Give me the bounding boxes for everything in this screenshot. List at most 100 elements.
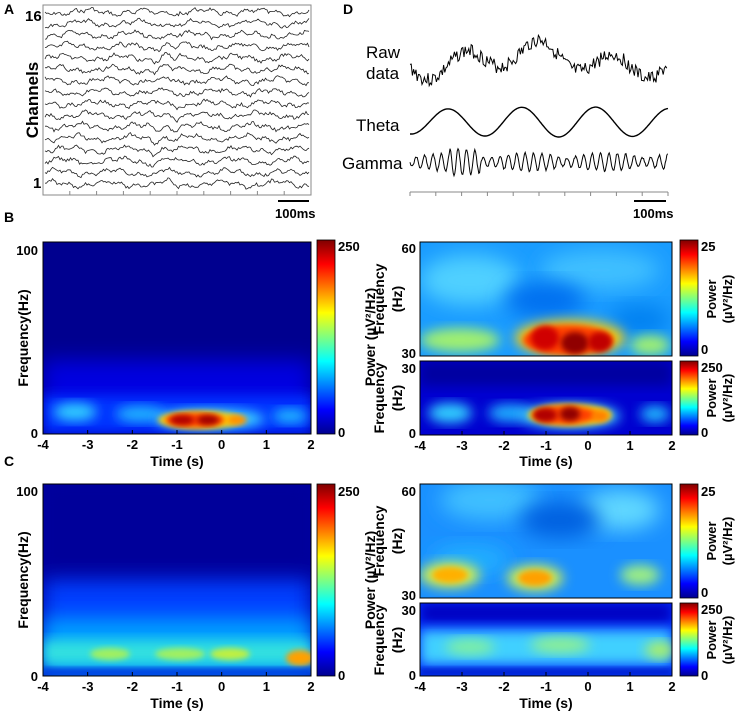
b-low-cbar-max: 250 (701, 360, 723, 375)
b-low-colorbar (679, 360, 699, 436)
channel-bottom-label: 1 (33, 175, 41, 192)
c-full-freq-label: Frequency(Hz) (15, 531, 31, 628)
b-high-power-line1: Power (704, 279, 719, 318)
b-high-freq-label-2: (Hz) (389, 286, 405, 312)
eeg-channel-1 (44, 177, 310, 190)
c-high-cbar-min: 0 (701, 585, 708, 600)
raw-data-trace (409, 33, 668, 88)
c-low-cbar-max: 250 (701, 602, 723, 617)
eeg-channel-9 (44, 87, 310, 98)
c-left-time-tick-label: 1 (263, 679, 270, 694)
b-low-freq-spectrogram (420, 361, 672, 435)
c-low-power-line1: Power (704, 620, 719, 659)
b-right-time-tick-label: -2 (498, 438, 510, 453)
c-low-cbar-min: 0 (701, 668, 708, 683)
c-left-time-label: Time (s) (150, 695, 203, 711)
panel-d-time-axis (409, 191, 669, 196)
b-high-freq-spectrogram (420, 242, 672, 356)
raw-label-line1: Raw (366, 43, 401, 62)
c-high-colorbar (679, 483, 699, 599)
theta-trace (410, 106, 669, 138)
panel-letter-a: A (4, 1, 14, 17)
b-right-time-tick-label: -1 (540, 438, 552, 453)
eeg-channel-11 (44, 63, 310, 76)
b-left-time-tick-label: 0 (218, 437, 225, 452)
b-right-time-tick-label: 2 (668, 438, 675, 453)
eeg-channel-12 (44, 52, 310, 65)
b-right-time-label: Time (s) (519, 453, 572, 469)
b-low-power-line1: Power (704, 378, 719, 417)
theta-label: Theta (356, 116, 400, 135)
b-left-time-label: Time (s) (150, 453, 203, 469)
b-left-time-tick-label: -3 (82, 437, 94, 452)
c-low-freq-max: 30 (402, 603, 416, 618)
c-high-power-line2: (µV²/Hz) (720, 517, 735, 566)
b-full-power-label: Power (µV²/Hz) (362, 288, 378, 386)
b-left-time-tick-label: 1 (263, 437, 270, 452)
b-high-freq-max: 60 (402, 241, 416, 256)
c-high-freq-label-2: (Hz) (389, 528, 405, 554)
c-left-time-tick-label: 0 (218, 679, 225, 694)
c-right-time-tick-label: -3 (456, 679, 468, 694)
b-high-freq-min: 30 (402, 346, 416, 361)
eeg-channel-13 (44, 40, 310, 53)
panel-d-scalebar-label: 100ms (633, 206, 673, 221)
c-high-freq-axes-box (419, 483, 673, 599)
b-left-time-tick-label: 2 (307, 437, 314, 452)
eeg-channel-8 (44, 98, 310, 111)
c-left-time-tick-label: -4 (37, 679, 49, 694)
b-low-cbar-min: 0 (701, 425, 708, 440)
c-high-freq-max: 60 (402, 484, 416, 499)
c-low-freq-label-2: (Hz) (389, 627, 405, 653)
c-right-time-tick-label: 1 (626, 679, 633, 694)
b-full-spectrogram (43, 242, 311, 434)
c-right-time-tick-label: -4 (414, 679, 426, 694)
c-right-time-tick-label: 2 (668, 679, 675, 694)
c-right-time-tick-label: -1 (540, 679, 552, 694)
time-axes: -4 -3 -2 -1 0 1 2 -4 -3 -2 -1 0 1 2 -4 -3 -2 -1 0 1 2 -4 -3 -2 -… (37, 430, 676, 694)
b-full-cbar-max: 250 (338, 239, 360, 254)
c-right-time-label: Time (s) (519, 695, 572, 711)
b-left-time-tick-label: -1 (171, 437, 183, 452)
b-full-colorbar (316, 239, 336, 435)
b-left-time-tick-label: -2 (127, 437, 139, 452)
c-left-time-tick-label: -3 (82, 679, 94, 694)
raw-label-line2: data (366, 64, 400, 83)
panel-letter-d: D (343, 1, 353, 17)
eeg-channel-traces (42, 7, 312, 195)
eeg-channel-2 (44, 166, 310, 179)
b-high-cbar-min: 0 (701, 342, 708, 357)
b-low-power-line2: (µV²/Hz) (720, 374, 735, 423)
c-full-spectrogram (43, 484, 311, 676)
c-full-cbar-max: 250 (338, 484, 360, 499)
eeg-channel-16 (44, 7, 310, 18)
c-low-freq-label-1: Frequency (371, 604, 387, 675)
channels-axis-label: Channels (23, 62, 42, 139)
eeg-channel-4 (44, 144, 310, 158)
b-full-cbar-min: 0 (338, 425, 345, 440)
c-left-time-tick-label: -1 (171, 679, 183, 694)
eeg-channel-15 (44, 17, 310, 29)
c-right-time-tick-label: 0 (584, 679, 591, 694)
c-full-freq-min: 0 (31, 669, 38, 684)
b-right-time-tick-label: 1 (626, 438, 633, 453)
c-left-time-tick-label: 2 (307, 679, 314, 694)
b-high-freq-axes-box (419, 241, 673, 357)
b-low-freq-label-2: (Hz) (389, 385, 405, 411)
b-low-freq-max: 30 (402, 361, 416, 376)
c-low-power-line2: (µV²/Hz) (720, 616, 735, 665)
eeg-channel-3 (44, 155, 310, 168)
c-high-freq-spectrogram (420, 484, 672, 598)
b-full-freq-max: 100 (16, 243, 38, 258)
b-right-time-tick-label: -4 (414, 438, 426, 453)
gamma-label: Gamma (342, 154, 403, 173)
c-low-colorbar (679, 602, 699, 677)
eeg-channel-6 (44, 120, 310, 133)
b-left-time-tick-label: -4 (37, 437, 49, 452)
c-full-freq-max: 100 (16, 484, 38, 499)
eeg-channel-7 (44, 109, 310, 124)
b-full-freq-min: 0 (31, 426, 38, 441)
channel-top-label: 16 (25, 8, 42, 25)
panel-letter-c: C (4, 453, 14, 469)
